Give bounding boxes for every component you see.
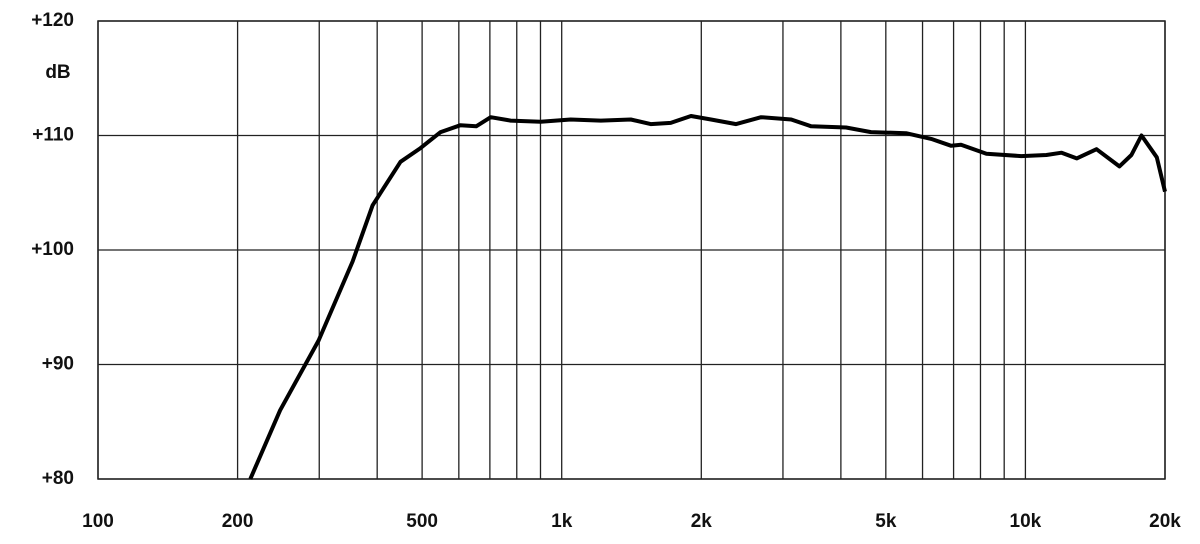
- y-tick-label: +80: [42, 468, 74, 489]
- x-tick-label: 2k: [691, 511, 713, 532]
- y-tick-label: +100: [31, 239, 74, 260]
- x-tick-label: 500: [406, 511, 438, 532]
- response-line: [248, 114, 1167, 480]
- y-tick-label: +90: [42, 354, 74, 375]
- x-tick-label: 20k: [1149, 511, 1181, 532]
- y-tick-label: +110: [32, 125, 74, 146]
- x-tick-label: 5k: [875, 511, 897, 532]
- x-tick-label: 1k: [551, 511, 573, 532]
- x-tick-label: 100: [82, 511, 114, 532]
- x-tick-label: 200: [222, 511, 254, 532]
- y-tick-label: +120: [31, 10, 74, 31]
- y-axis-label: dB: [45, 62, 70, 83]
- x-tick-label: 10k: [1010, 511, 1042, 532]
